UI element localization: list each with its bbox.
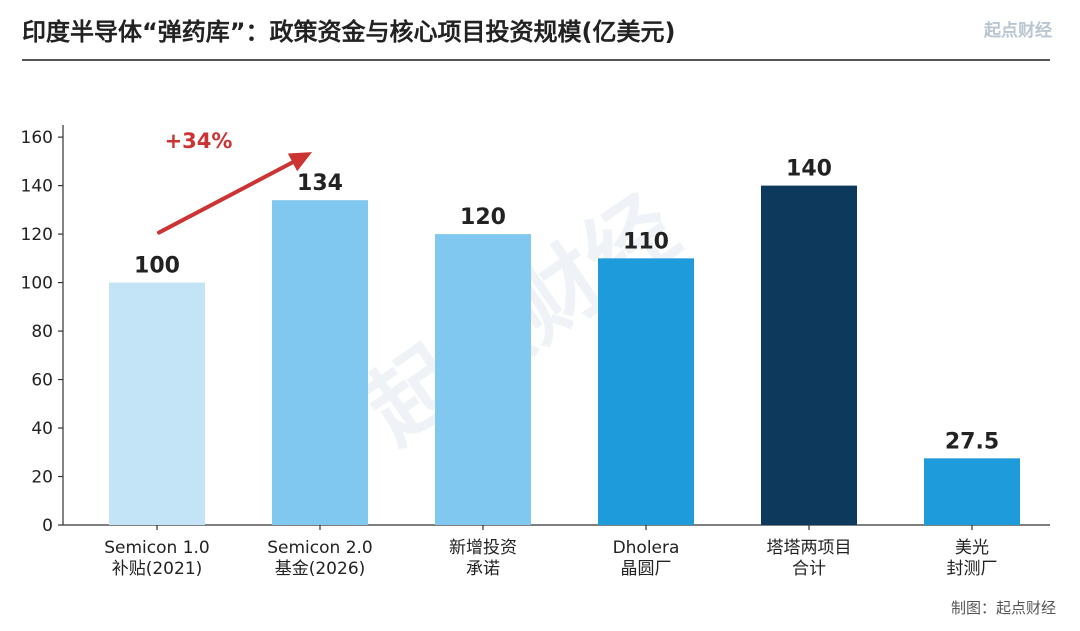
x-tick-label: 基金(2026) — [275, 559, 366, 579]
x-tick-label: 合计 — [792, 559, 826, 579]
brand-logo-text: 起点财经 — [984, 21, 1052, 41]
bar-value-label: 27.5 — [945, 429, 999, 454]
x-axis: Semicon 1.0补贴(2021) Semicon 2.0基金(2026) 新增… — [63, 524, 1050, 579]
bar-value-label: 134 — [297, 171, 343, 196]
page-title: 印度半导体“弹药库”：政策资金与核心项目投资规模(亿美元) — [22, 18, 676, 46]
y-tick-label: 100 — [21, 274, 53, 294]
y-tick-label: 160 — [21, 128, 53, 148]
x-tick-label: 新增投资 — [449, 538, 517, 558]
bar-value-label: 100 — [134, 254, 180, 279]
y-tick-label: 140 — [21, 177, 53, 197]
x-tick-label: 承诺 — [466, 559, 500, 579]
growth-annotation-label: +34% — [165, 129, 233, 153]
bar — [272, 200, 368, 525]
growth-arrow-head — [287, 152, 312, 172]
bar — [598, 258, 694, 525]
y-tick-label: 120 — [21, 225, 53, 245]
y-tick-label: 80 — [31, 322, 53, 342]
bar — [435, 234, 531, 525]
y-tick-label: 20 — [31, 468, 53, 488]
growth-annotation: +34% — [157, 129, 312, 235]
chart-credit: 制图：起点财经 — [950, 599, 1056, 617]
x-tick-label: Semicon 2.0 — [267, 538, 373, 558]
x-tick-label: Semicon 1.0 — [104, 538, 210, 558]
y-axis: 0 20 40 60 80 100 120 140 160 — [21, 125, 64, 536]
title-divider — [22, 59, 1050, 61]
y-tick-label: 60 — [31, 371, 53, 391]
bars: 100 134 120 110 140 27.5 — [109, 157, 1020, 525]
y-tick-label: 40 — [31, 419, 53, 439]
growth-arrow-line — [157, 160, 295, 235]
x-tick-label: Dholera — [613, 538, 680, 558]
x-tick-label: 美光 — [955, 538, 989, 558]
x-tick-label: 封测厂 — [947, 559, 998, 579]
bar-value-label: 120 — [460, 205, 506, 230]
x-tick-label: 晶圆厂 — [621, 559, 672, 579]
x-tick-label: 补贴(2021) — [112, 559, 203, 579]
bar — [761, 185, 857, 525]
bar — [924, 458, 1020, 525]
bar-value-label: 110 — [623, 229, 669, 254]
bar — [109, 282, 205, 525]
y-tick-label: 0 — [42, 516, 53, 536]
bar-value-label: 140 — [786, 157, 832, 182]
x-tick-label: 塔塔两项目 — [767, 538, 852, 558]
